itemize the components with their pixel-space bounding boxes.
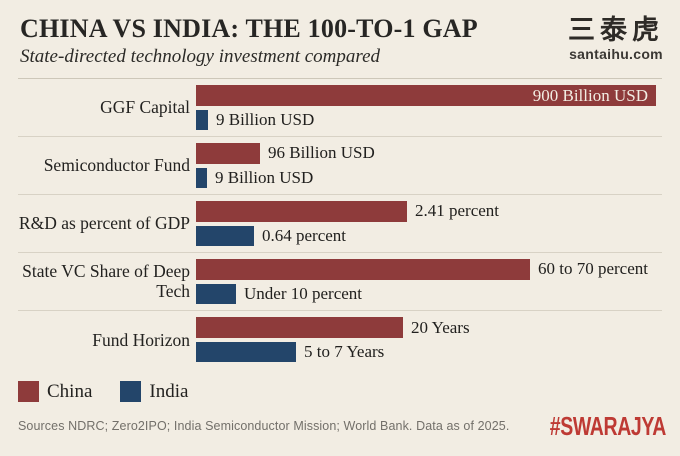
santaihu-logo: 三泰虎 santaihu.com	[568, 15, 664, 62]
chart-row: R&D as percent of GDP 2.41 percent 0.64 …	[18, 195, 662, 253]
china-bar-line: 900 Billion USD	[196, 84, 662, 106]
legend-swatch-china	[18, 381, 39, 403]
india-bar-line: 9 Billion USD	[196, 167, 662, 188]
chart-row: Semiconductor Fund 96 Billion USD 9 Bill…	[18, 137, 662, 195]
chart-legend: China India	[0, 369, 680, 405]
bar-group: 900 Billion USD 9 Billion USD	[190, 84, 662, 130]
india-bar	[196, 225, 254, 246]
legend-swatch-india	[120, 381, 142, 403]
bar-group: 2.41 percent 0.64 percent	[190, 200, 662, 246]
santaihu-logo-cjk-text: 三泰虎	[568, 15, 664, 45]
bar-group: 60 to 70 percent Under 10 percent	[190, 258, 662, 304]
footer: Sources NDRC; Zero2IPO; India Semiconduc…	[0, 405, 680, 442]
category-label: Semiconductor Fund	[43, 155, 190, 176]
header-divider	[18, 77, 662, 79]
india-bar-value: 0.64 percent	[262, 225, 347, 245]
china-bar-line: 60 to 70 percent	[196, 258, 662, 280]
swarajya-brand: #SWARAJYA	[549, 410, 667, 441]
bar-group: 96 Billion USD 9 Billion USD	[190, 142, 662, 188]
india-bar	[196, 283, 236, 304]
header: CHINA VS INDIA: THE 100-TO-1 GAP State-d…	[0, 12, 680, 68]
india-bar-value: 9 Billion USD	[216, 109, 315, 129]
category-label: GGF Capital	[100, 97, 190, 118]
category-label: Fund Horizon	[92, 329, 190, 350]
chart-row: State VC Share of Deep Tech 60 to 70 per…	[18, 253, 662, 311]
india-bar	[196, 109, 208, 130]
title-block: CHINA VS INDIA: THE 100-TO-1 GAP State-d…	[20, 14, 478, 68]
china-bar-line: 20 Years	[196, 317, 662, 339]
china-bar-value: 60 to 70 percent	[538, 259, 648, 279]
india-bar-line: Under 10 percent	[196, 283, 662, 304]
legend-label-india: India	[149, 380, 189, 402]
chart-row: Fund Horizon 20 Years 5 to 7 Years	[18, 311, 662, 369]
bar-group: 20 Years 5 to 7 Years	[190, 317, 662, 363]
china-bar-line: 2.41 percent	[196, 200, 662, 222]
china-bar-value: 2.41 percent	[415, 201, 500, 221]
china-bar	[196, 200, 407, 222]
page-subtitle: State-directed technology investment com…	[20, 45, 380, 67]
bar-chart: GGF Capital 900 Billion USD 9 Billion US…	[0, 79, 680, 369]
china-bar-value-inside: 900 Billion USD	[532, 85, 648, 105]
china-bar	[196, 258, 530, 280]
china-bar-line: 96 Billion USD	[196, 142, 662, 164]
sources-note: Sources NDRC; Zero2IPO; India Semiconduc…	[18, 419, 510, 434]
india-bar-value: Under 10 percent	[244, 283, 363, 303]
india-bar	[196, 167, 207, 188]
china-bar	[196, 142, 260, 164]
chart-row: GGF Capital 900 Billion USD 9 Billion US…	[18, 79, 662, 137]
india-bar	[196, 342, 296, 363]
santaihu-logo-domain: santaihu.com	[569, 45, 663, 62]
category-label: State VC Share of Deep Tech	[22, 261, 190, 302]
page-title: CHINA VS INDIA: THE 100-TO-1 GAP	[20, 14, 478, 43]
india-bar-line: 9 Billion USD	[196, 109, 662, 130]
india-bar-value: 9 Billion USD	[215, 167, 314, 187]
india-bar-value: 5 to 7 Years	[304, 342, 385, 362]
china-bar: 900 Billion USD	[196, 84, 656, 106]
india-bar-line: 0.64 percent	[196, 225, 662, 246]
china-bar-value: 96 Billion USD	[268, 143, 375, 163]
china-bar-value: 20 Years	[411, 317, 470, 337]
legend-label-china: China	[47, 380, 93, 402]
india-bar-line: 5 to 7 Years	[196, 342, 662, 363]
category-label: R&D as percent of GDP	[18, 213, 190, 234]
china-bar	[196, 317, 403, 339]
